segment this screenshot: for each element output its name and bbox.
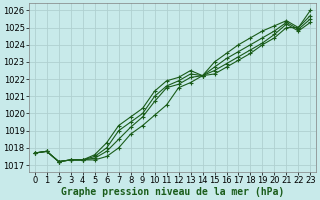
X-axis label: Graphe pression niveau de la mer (hPa): Graphe pression niveau de la mer (hPa) [61,186,284,197]
